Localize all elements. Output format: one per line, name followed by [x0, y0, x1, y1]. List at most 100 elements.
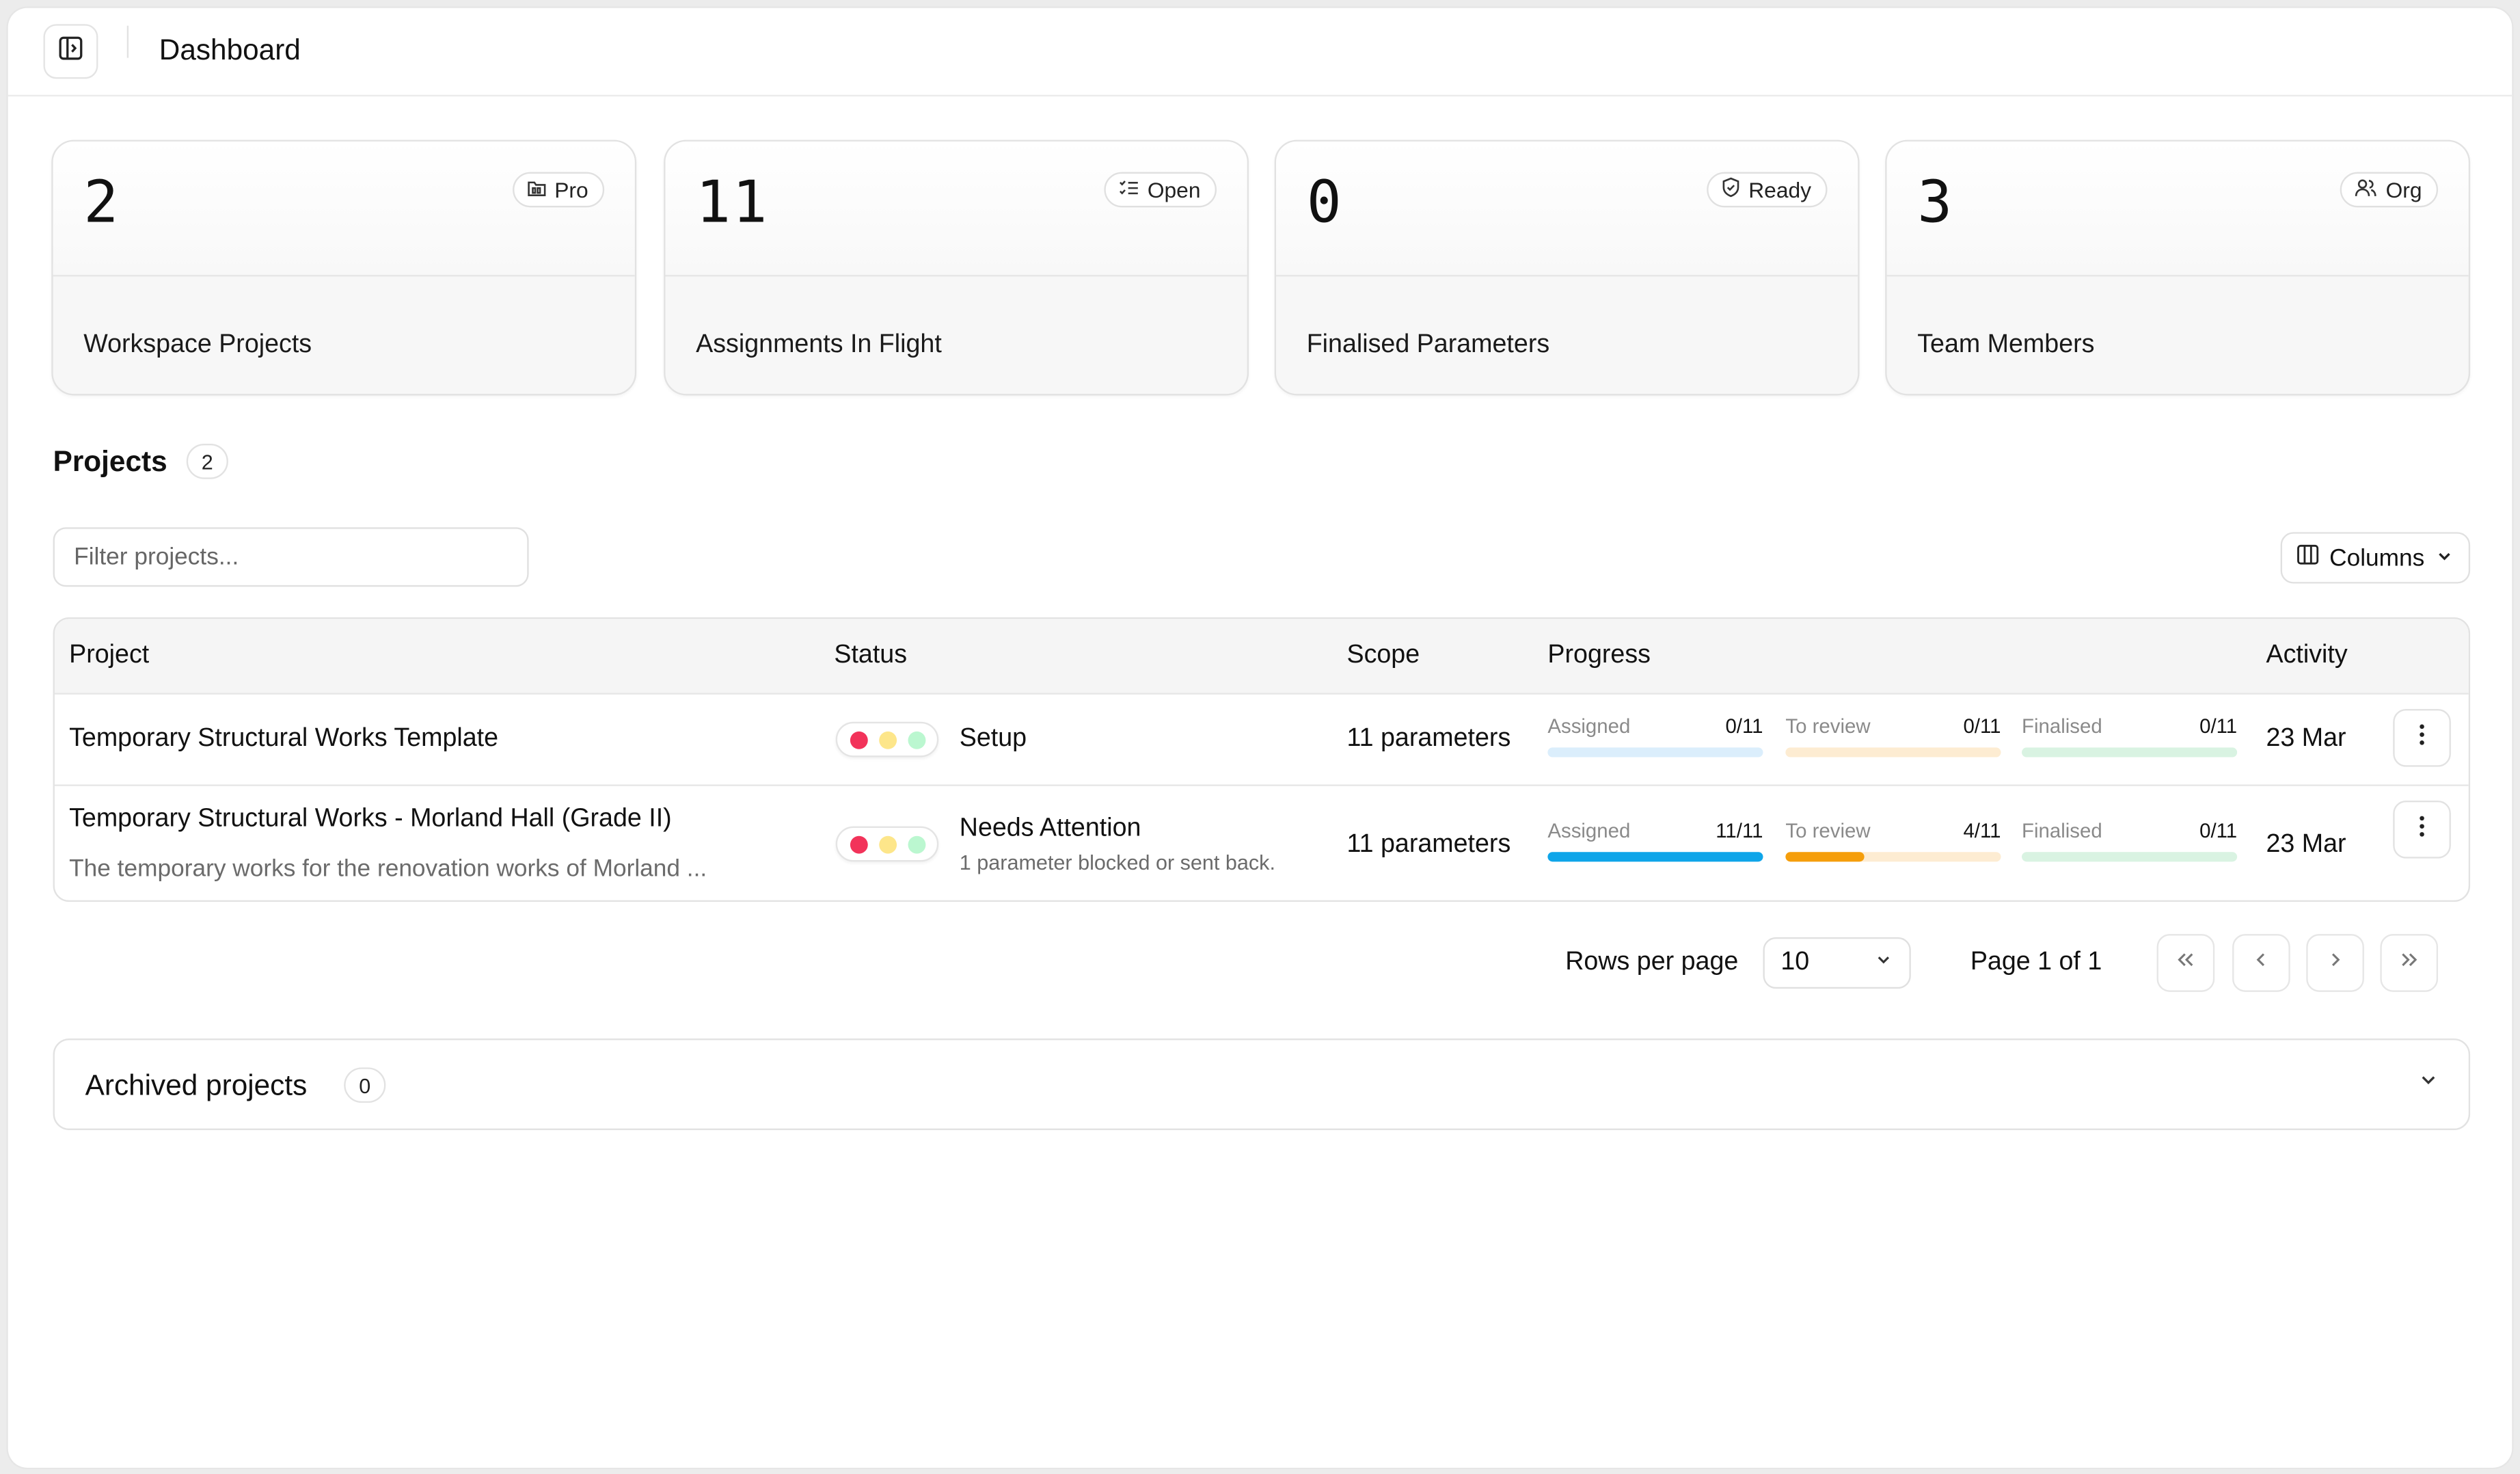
stat-badge: Org — [2340, 172, 2439, 208]
progress-count: 0/11 — [2199, 715, 2238, 738]
progress-track — [1785, 747, 2001, 758]
stat-badge-label: Org — [2385, 177, 2422, 202]
progress-count: 0/11 — [1725, 715, 1763, 738]
progress-count: 0/11 — [1963, 715, 2001, 738]
progress-count: 4/11 — [1963, 820, 2001, 843]
chevrons-right-icon — [2398, 948, 2420, 977]
first-page-button[interactable] — [2156, 934, 2215, 992]
stat-badge: Pro — [513, 172, 605, 208]
scope-value: 11 parameters — [1346, 725, 1511, 753]
chevron-down-icon[interactable] — [2417, 1069, 2440, 1100]
progress-count: 11/11 — [1716, 820, 1763, 843]
stat-value: 11 — [696, 170, 769, 237]
projects-table: Project Status Scope Progress Activity T… — [53, 617, 2471, 902]
status-light-yellow — [878, 835, 896, 853]
status-light-red — [849, 730, 867, 749]
folder-icon — [527, 178, 546, 202]
row-actions-button[interactable] — [2393, 708, 2451, 767]
progress-track — [1547, 747, 1763, 758]
rows-per-page-label: Rows per page — [1565, 948, 1739, 976]
table-row[interactable]: Temporary Structural Works - Morland Hal… — [55, 786, 2469, 900]
status-text: Setup — [959, 725, 1027, 753]
stat-badge-label: Ready — [1748, 177, 1812, 202]
shield-icon — [1721, 177, 1740, 203]
next-page-button[interactable] — [2306, 934, 2364, 992]
more-vertical-icon — [2419, 723, 2425, 753]
status-text: Needs Attention — [959, 815, 1141, 843]
column-header-scope[interactable]: Scope — [1346, 641, 1420, 669]
stat-card-top: 2 Pro — [53, 141, 635, 277]
page-title: Dashboard — [159, 34, 301, 66]
stat-card-top: 11 Open — [665, 141, 1247, 277]
status-lights — [835, 721, 939, 758]
row-actions-button[interactable] — [2393, 800, 2451, 859]
project-name[interactable]: Temporary Structural Works - Morland Hal… — [69, 805, 672, 833]
stat-card-top: 0 Ready — [1276, 141, 1858, 277]
rows-per-page-select[interactable]: 10 — [1763, 937, 1911, 989]
stat-badge-label: Open — [1147, 177, 1201, 202]
stat-card-top: 3 Org — [1886, 141, 2469, 277]
rows-per-page-value: 10 — [1780, 948, 1810, 976]
checklist-icon — [1119, 178, 1140, 202]
project-description: The temporary works for the renovation w… — [69, 855, 707, 883]
progress-label: Assigned — [1547, 820, 1631, 843]
column-header-status[interactable]: Status — [834, 641, 908, 669]
previous-page-button[interactable] — [2232, 934, 2290, 992]
archived-projects-panel[interactable]: Archived projects 0 — [53, 1038, 2471, 1131]
users-icon — [2355, 178, 2378, 202]
archived-count-badge: 0 — [344, 1067, 386, 1103]
projects-title: Projects — [53, 445, 167, 478]
stat-card-finalised: 0 Ready Finalised Parameters — [1274, 139, 1860, 396]
projects-count-badge: 2 — [186, 443, 228, 479]
sidebar-toggle-icon — [58, 35, 84, 68]
stat-label: Assignments In Flight — [696, 331, 942, 359]
scope-value: 11 parameters — [1346, 831, 1511, 859]
stat-label: Team Members — [1917, 331, 2095, 359]
columns-label: Columns — [2329, 544, 2425, 572]
activity-date: 23 Mar — [2266, 725, 2346, 753]
more-vertical-icon — [2419, 814, 2425, 845]
status-light-red — [849, 835, 867, 853]
stat-value: 3 — [1917, 170, 1954, 237]
table-row[interactable]: Temporary Structural Works Template Setu… — [54, 695, 2469, 786]
progress-track — [2022, 747, 2238, 758]
stat-label: Finalised Parameters — [1306, 331, 1550, 359]
columns-icon — [2297, 544, 2320, 572]
stat-badge-label: Pro — [554, 177, 588, 202]
status-lights — [835, 826, 939, 862]
chevron-left-icon — [2251, 948, 2271, 977]
filter-projects-input[interactable] — [53, 527, 529, 587]
page-indicator: Page 1 of 1 — [1970, 948, 2102, 976]
progress-label: Finalised — [2022, 715, 2102, 738]
chevron-down-icon — [1874, 948, 1893, 977]
columns-button[interactable]: Columns — [2280, 532, 2471, 584]
status-light-green — [907, 835, 925, 853]
status-light-green — [907, 730, 925, 749]
sidebar-toggle-button[interactable] — [43, 24, 98, 79]
project-name[interactable]: Temporary Structural Works Template — [69, 725, 499, 753]
progress-fill — [1547, 852, 1763, 862]
column-header-project[interactable]: Project — [69, 641, 150, 669]
top-bar: Dashboard — [8, 8, 2512, 97]
column-header-activity[interactable]: Activity — [2266, 641, 2348, 669]
chevron-right-icon — [2325, 948, 2344, 977]
stat-label: Workspace Projects — [83, 331, 312, 359]
stat-value: 0 — [1306, 170, 1344, 237]
chevrons-left-icon — [2174, 948, 2197, 977]
activity-date: 23 Mar — [2266, 831, 2346, 859]
status-light-yellow — [878, 730, 896, 749]
table-header: Project Status Scope Progress Activity — [54, 619, 2469, 695]
progress-track — [1547, 852, 1763, 862]
status-subtext: 1 parameter blocked or sent back. — [959, 850, 1275, 875]
progress-label: To review — [1785, 715, 1871, 738]
progress-track — [2022, 852, 2238, 862]
column-header-progress[interactable]: Progress — [1547, 641, 1651, 669]
last-page-button[interactable] — [2380, 934, 2439, 992]
stat-card-projects: 2 Pro Workspace Projects — [51, 139, 637, 396]
progress-track — [1785, 852, 2001, 862]
chevron-down-icon — [2434, 544, 2453, 572]
progress-label: To review — [1785, 820, 1871, 843]
stat-card-team: 3 Org Team Members — [1885, 139, 2471, 396]
stat-badge: Ready — [1707, 172, 1828, 208]
progress-label: Assigned — [1547, 715, 1631, 738]
